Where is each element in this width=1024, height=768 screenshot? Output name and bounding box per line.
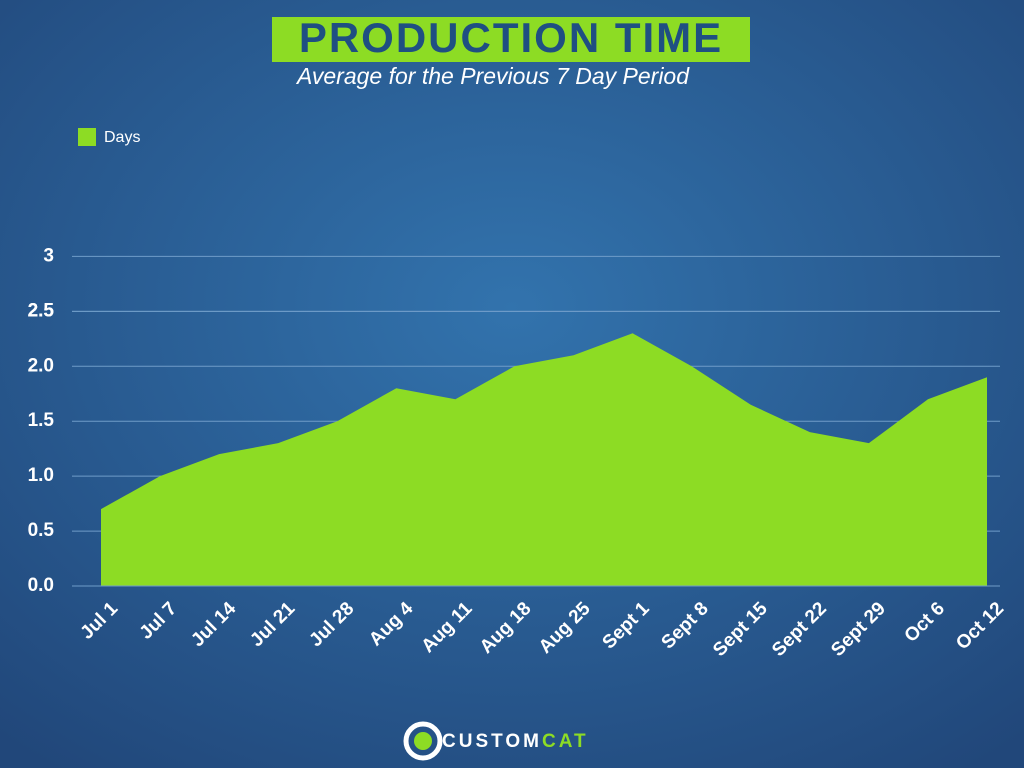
logo: CUSTOMCAT	[403, 721, 589, 761]
y-tick-label: 2.0	[28, 355, 54, 376]
y-tick-label: 0.0	[28, 575, 54, 596]
chart-title: PRODUCTION TIME	[299, 14, 723, 61]
y-tick-label: 1.0	[28, 465, 54, 486]
logo-left: CUSTOM	[442, 731, 542, 752]
y-tick-label: 2.5	[28, 300, 55, 321]
logo-icon	[414, 732, 432, 750]
y-tick-label: 3	[43, 245, 54, 266]
y-tick-label: 2.5	[28, 300, 55, 321]
legend-swatch	[78, 128, 96, 146]
y-tick-label: 0.5	[28, 520, 55, 541]
area	[101, 333, 987, 586]
y-tick-label: 1.5	[28, 410, 55, 431]
title-box	[272, 17, 750, 62]
chart-subtitle: Average for the Previous 7 Day Period	[295, 63, 690, 89]
logo-text: CUSTOMCAT	[442, 731, 589, 752]
logo-ring	[403, 721, 443, 761]
legend-label: Days	[104, 129, 140, 146]
logo-right: CAT	[542, 731, 589, 752]
